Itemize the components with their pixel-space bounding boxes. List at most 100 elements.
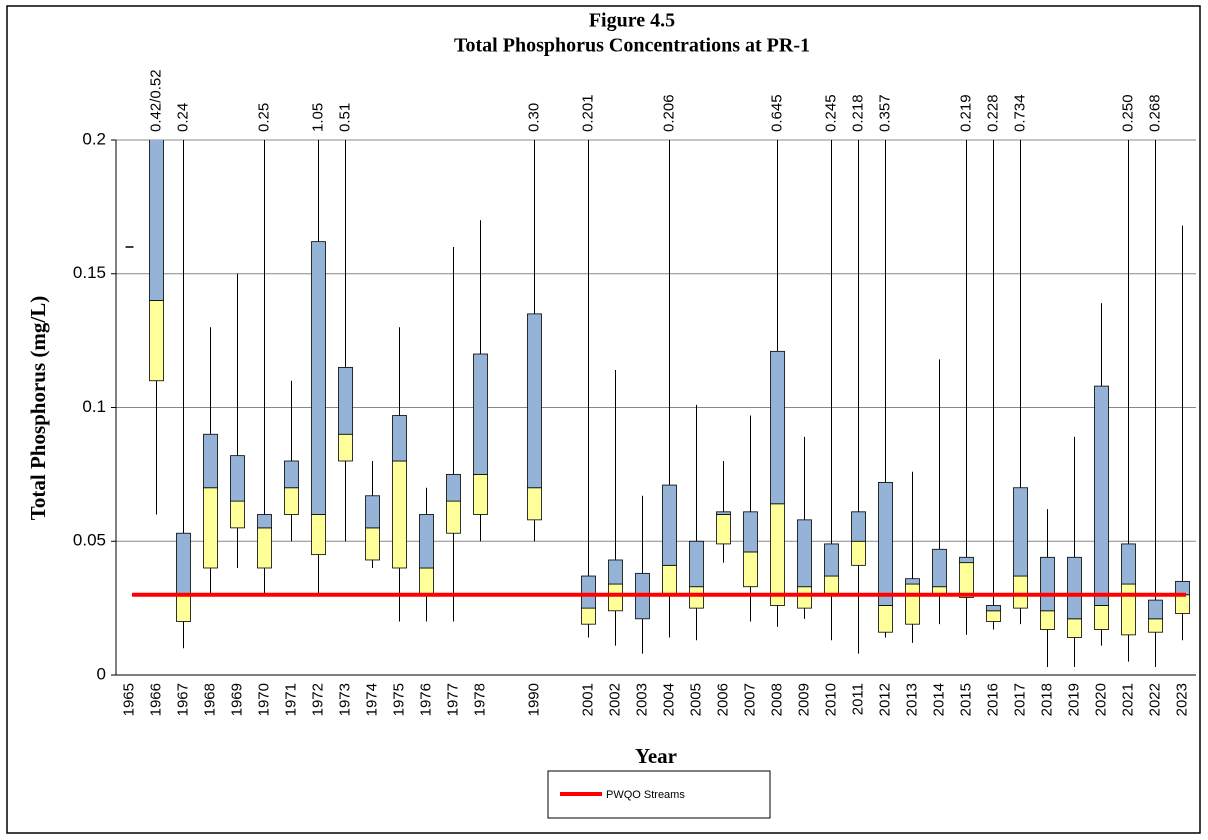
legend-label: PWQO Streams [606, 789, 685, 801]
max-label: 0.201 [579, 94, 596, 132]
upper-box [824, 543, 839, 577]
x-axis-title: Year [635, 744, 677, 768]
lower-box [1067, 618, 1082, 638]
max-label: 0.228 [984, 94, 1001, 132]
x-tick-label: 2020 [1092, 683, 1109, 716]
x-tick-label: 1990 [525, 683, 542, 716]
y-tick-label: 0.05 [73, 531, 106, 550]
lower-box [419, 567, 434, 596]
x-tick-label: 1975 [390, 683, 407, 716]
max-label: 0.357 [876, 94, 893, 132]
upper-box [1013, 487, 1028, 577]
max-label: 0.218 [849, 94, 866, 132]
lower-box [662, 564, 677, 596]
x-tick-label: 1973 [336, 683, 353, 716]
lower-box [851, 540, 866, 566]
lower-box [1094, 605, 1109, 630]
lower-box [608, 583, 623, 612]
upper-box [1040, 556, 1055, 612]
x-tick-label: 2023 [1173, 683, 1190, 716]
x-tick-label: 2009 [795, 683, 812, 716]
upper-box [1175, 580, 1190, 596]
max-label: 0.30 [525, 103, 542, 132]
max-label: 0.219 [957, 94, 974, 132]
max-label: 0.51 [336, 103, 353, 132]
lower-box [176, 594, 191, 622]
lower-box [1013, 575, 1028, 609]
upper-box [932, 548, 947, 588]
x-tick-label: 2012 [876, 683, 893, 716]
x-tick-label: 2010 [822, 683, 839, 716]
lower-box [1040, 610, 1055, 630]
upper-box [149, 140, 164, 301]
x-tick-label: 1976 [417, 683, 434, 716]
x-tick-label: 1974 [363, 683, 380, 716]
lower-box [365, 527, 380, 561]
upper-box [689, 540, 704, 588]
lower-box [743, 551, 758, 588]
x-tick-label: 1978 [471, 683, 488, 716]
upper-box [878, 481, 893, 606]
upper-box [284, 460, 299, 489]
lower-box [446, 500, 461, 534]
upper-box [338, 366, 353, 435]
upper-box [446, 473, 461, 502]
upper-box [527, 313, 542, 489]
lower-box [878, 605, 893, 633]
upper-box [851, 511, 866, 542]
lower-box [824, 575, 839, 596]
upper-box [581, 575, 596, 609]
lower-box [230, 500, 245, 529]
upper-box [419, 514, 434, 569]
max-label: 0.42/0.52 [147, 69, 164, 132]
x-tick-label: 2017 [1011, 683, 1028, 716]
max-label: 1.05 [309, 103, 326, 132]
x-tick-label: 1965 [120, 683, 137, 716]
lower-box [1148, 618, 1163, 633]
upper-box [608, 559, 623, 585]
upper-box [662, 484, 677, 566]
max-label: 0.734 [1011, 94, 1028, 132]
x-tick-label: 1966 [147, 683, 164, 716]
lower-box [149, 300, 164, 382]
x-tick-label: 2001 [579, 683, 596, 716]
lower-box [581, 607, 596, 625]
x-tick-label: 2006 [714, 683, 731, 716]
lower-box [338, 433, 353, 462]
chart-subtitle: Total Phosphorus Concentrations at PR-1 [454, 35, 810, 57]
x-tick-label: 2021 [1119, 683, 1136, 716]
lower-box [527, 487, 542, 521]
lower-box [257, 527, 272, 569]
y-tick-label: 0 [97, 664, 106, 683]
upper-box [311, 241, 326, 515]
upper-box [1067, 556, 1082, 620]
upper-box [986, 605, 1001, 612]
lower-box [689, 586, 704, 609]
upper-box [257, 514, 272, 529]
x-tick-label: 1972 [309, 683, 326, 716]
x-tick-label: 2016 [984, 683, 1001, 716]
x-tick-label: 1967 [174, 683, 191, 716]
upper-box [365, 495, 380, 529]
lower-box [392, 460, 407, 569]
x-tick-label: 2019 [1065, 683, 1082, 716]
upper-box [1121, 543, 1136, 585]
upper-box [905, 578, 920, 585]
x-tick-label: 2011 [849, 683, 866, 715]
x-tick-label: 1977 [444, 683, 461, 716]
x-tick-label: 2008 [768, 683, 785, 716]
upper-box [203, 433, 218, 489]
lower-box [986, 610, 1001, 622]
x-tick-label: 1969 [228, 683, 245, 716]
upper-box [1094, 385, 1109, 606]
x-tick-label: 2003 [633, 683, 650, 716]
x-tick-label: 1970 [255, 683, 272, 716]
max-label: 0.24 [174, 103, 191, 132]
x-tick-label: 1971 [282, 683, 299, 716]
max-label: 0.645 [768, 94, 785, 132]
max-label: 0.245 [822, 94, 839, 132]
y-tick-label: 0.15 [73, 263, 106, 282]
x-tick-label: 2018 [1038, 683, 1055, 716]
x-tick-label: 2005 [687, 683, 704, 716]
y-axis-title: Total Phosphorus (mg/L) [26, 296, 50, 520]
